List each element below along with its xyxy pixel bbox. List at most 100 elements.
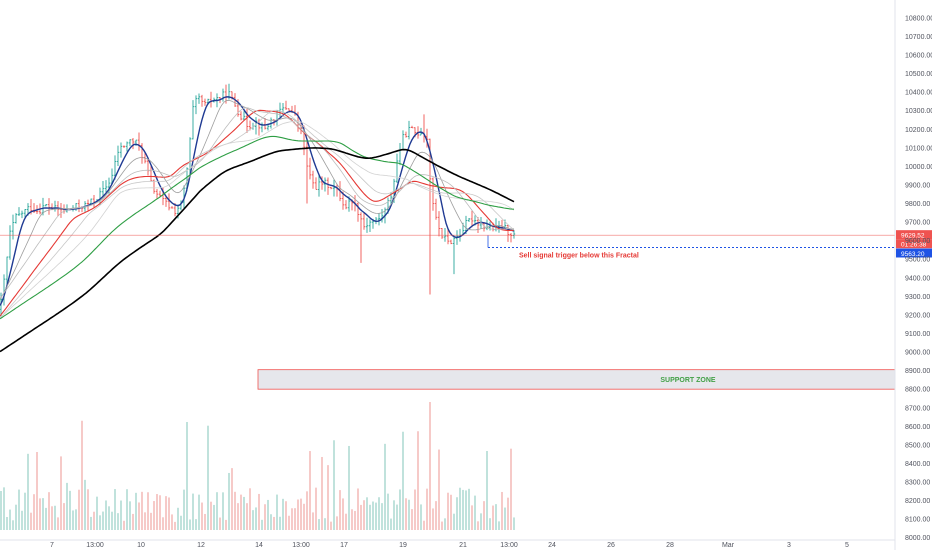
- x-tick-label: 21: [459, 542, 467, 549]
- last-price-tag: 9629.52: [901, 232, 925, 239]
- volume-bar: [507, 497, 509, 530]
- moving-average-line: [0, 120, 515, 319]
- volume-bar: [186, 422, 188, 530]
- y-tick-label: 10600.00: [905, 52, 932, 59]
- volume-bar: [102, 511, 104, 530]
- volume-bar: [462, 489, 464, 530]
- volume-bar: [39, 498, 41, 530]
- volume-bar: [366, 497, 368, 530]
- volume-bar: [210, 501, 212, 530]
- volume-bar: [471, 505, 473, 530]
- volume-bar: [144, 512, 146, 530]
- volume-bar: [492, 505, 494, 530]
- y-tick-label: 10300.00: [905, 108, 932, 115]
- volume-bar: [123, 520, 125, 530]
- volume-bar: [321, 456, 323, 530]
- volume-bar: [435, 501, 437, 530]
- volume-bar: [222, 492, 224, 530]
- annotations: Sell signal trigger below this Fractal SU…: [519, 252, 716, 383]
- volume-bar: [177, 507, 179, 530]
- volume-bar: [375, 502, 377, 530]
- volume-bar: [228, 472, 230, 530]
- volume-bar: [219, 517, 221, 530]
- volume-bar: [444, 518, 446, 530]
- volume-bar: [174, 521, 176, 530]
- volume-bar: [204, 513, 206, 530]
- volume-bars: [0, 402, 515, 530]
- volume-bar: [480, 513, 482, 530]
- y-tick-label: 9400.00: [905, 275, 930, 282]
- volume-bar: [489, 518, 491, 530]
- volume-bar: [459, 487, 461, 530]
- volume-bar: [153, 501, 155, 530]
- volume-bar: [33, 494, 35, 530]
- volume-bar: [357, 488, 359, 530]
- volume-bar: [504, 507, 506, 530]
- y-tick-label: 8200.00: [905, 498, 930, 505]
- volume-bar: [453, 513, 455, 530]
- volume-bar: [390, 518, 392, 530]
- volume-bar: [207, 425, 209, 530]
- volume-bar: [447, 492, 449, 530]
- volume-bar: [165, 496, 167, 530]
- volume-bar: [408, 499, 410, 530]
- volume-bar: [192, 493, 194, 530]
- volume-bar: [300, 498, 302, 530]
- moving-average-line: [0, 109, 515, 319]
- volume-bar: [150, 512, 152, 530]
- y-tick-label: 9300.00: [905, 294, 930, 301]
- volume-bar: [426, 488, 428, 530]
- volume-bar: [267, 499, 269, 530]
- x-tick-label: 7: [50, 542, 54, 549]
- volume-bar: [396, 504, 398, 530]
- volume-bar: [168, 497, 170, 530]
- volume-bar: [369, 504, 371, 530]
- volume-bar: [318, 519, 320, 530]
- volume-bar: [243, 496, 245, 530]
- volume-bar: [105, 500, 107, 530]
- y-tick-label: 10200.00: [905, 127, 932, 134]
- volume-bar: [417, 431, 419, 530]
- volume-bar: [96, 496, 98, 530]
- support-zone-box: [257, 369, 896, 390]
- y-tick-label: 8500.00: [905, 442, 930, 449]
- volume-bar: [249, 488, 251, 530]
- volume-bar: [93, 511, 95, 530]
- x-tick-label: 17: [340, 542, 348, 549]
- y-tick-label: 9500.00: [905, 257, 930, 264]
- volume-bar: [57, 517, 59, 530]
- volume-bar: [324, 518, 326, 530]
- volume-bar: [474, 495, 476, 530]
- volume-bar: [264, 504, 266, 530]
- volume-bar: [333, 440, 335, 530]
- volume-bar: [414, 489, 416, 530]
- volume-bar: [12, 520, 14, 530]
- volume-bar: [285, 501, 287, 530]
- volume-bar: [363, 500, 365, 530]
- x-tick-label: 3: [787, 542, 791, 549]
- volume-bar: [45, 507, 47, 530]
- volume-bar: [495, 504, 497, 530]
- volume-bar: [405, 498, 407, 530]
- volume-bar: [225, 519, 227, 530]
- volume-bar: [51, 506, 53, 530]
- volume-bar: [432, 508, 434, 530]
- volume-bar: [342, 498, 344, 530]
- y-tick-label: 8700.00: [905, 405, 930, 412]
- y-tick-label: 8600.00: [905, 424, 930, 431]
- volume-bar: [348, 445, 350, 530]
- volume-bar: [288, 515, 290, 530]
- volume-bar: [135, 492, 137, 530]
- y-tick-label: 9100.00: [905, 331, 930, 338]
- moving-average-line: [0, 107, 514, 299]
- volume-bar: [78, 489, 80, 530]
- volume-bar: [156, 494, 158, 530]
- sell-signal-annotation: Sell signal trigger below this Fractal: [519, 252, 639, 259]
- volume-bar: [309, 451, 311, 530]
- y-tick-label: 8300.00: [905, 480, 930, 487]
- volume-bar: [183, 489, 185, 530]
- volume-bar: [393, 500, 395, 530]
- volume-bar: [360, 504, 362, 530]
- volume-bar: [99, 515, 101, 530]
